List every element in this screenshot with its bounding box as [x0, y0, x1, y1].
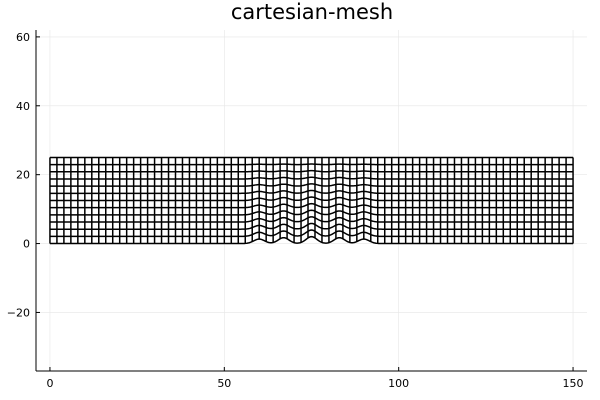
x-tick-label: 150 — [563, 377, 584, 390]
mesh-row-line — [49, 235, 574, 245]
y-tick-label: 20 — [16, 169, 30, 182]
mesh — [49, 156, 574, 245]
mesh-row-line — [49, 169, 574, 173]
mesh-row-line — [49, 209, 574, 216]
y-tick-label: 0 — [23, 238, 30, 251]
mesh-row-line — [49, 196, 574, 202]
axes — [35, 30, 587, 372]
mesh-row-line — [49, 216, 574, 223]
mesh-row-line — [49, 163, 574, 166]
chart-title: cartesian-mesh — [231, 0, 393, 24]
y-tick-label: −20 — [7, 306, 30, 319]
mesh-row-line — [49, 176, 574, 180]
x-tick-label: 100 — [388, 377, 409, 390]
mesh-row-line — [49, 183, 574, 187]
x-tick-label: 50 — [217, 377, 231, 390]
mesh-row-line — [49, 222, 574, 230]
mesh-row-line — [49, 229, 574, 238]
x-tick-label: 0 — [46, 377, 53, 390]
mesh-row-line — [49, 189, 574, 195]
y-tick-label: 60 — [16, 31, 30, 44]
tick-labels: 0 50 100 150 −20 0 20 40 60 — [7, 31, 584, 390]
y-tick-label: 40 — [16, 100, 30, 113]
mesh-row-line — [49, 202, 574, 209]
